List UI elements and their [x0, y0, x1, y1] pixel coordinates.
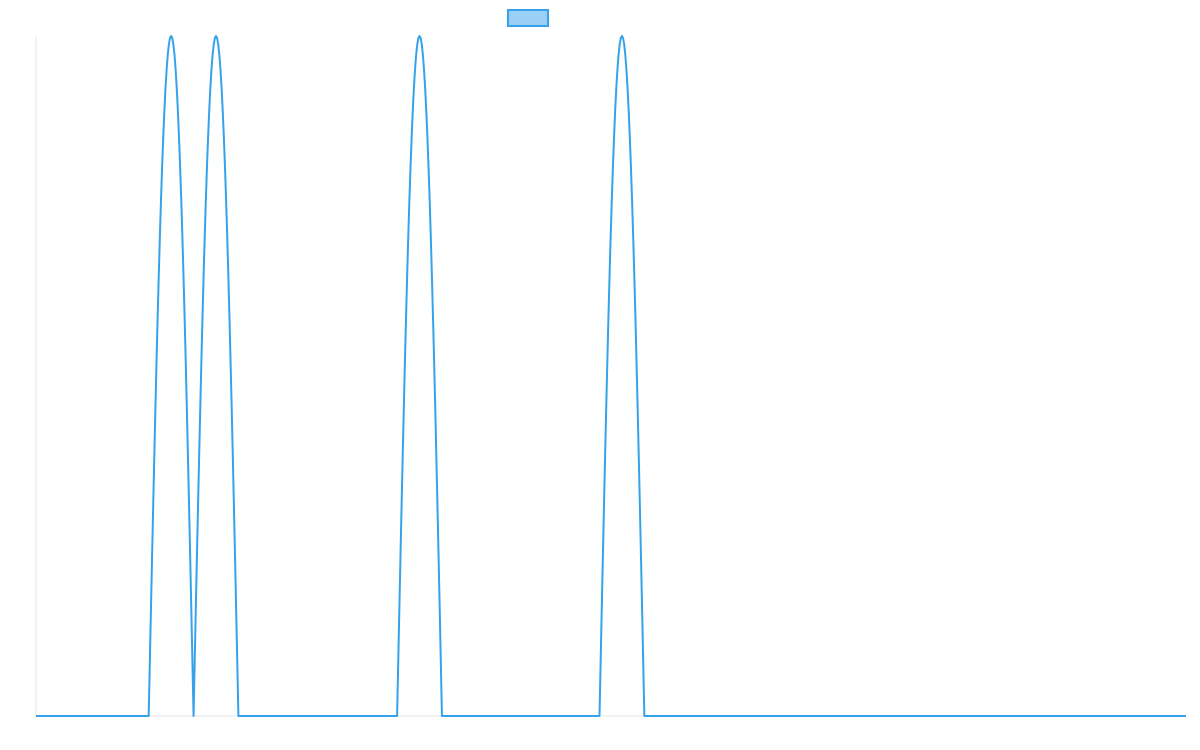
series-layer: [36, 33, 1186, 717]
legend[interactable]: [507, 9, 549, 27]
series-line-1[interactable]: [36, 35, 1186, 717]
pulse-peak-3[interactable]: [417, 33, 423, 39]
pulse-peak-1[interactable]: [168, 33, 174, 39]
pulse-peak-4[interactable]: [619, 33, 625, 39]
legend-swatch-series-1[interactable]: [507, 9, 549, 27]
pulse-peak-2[interactable]: [213, 33, 219, 39]
